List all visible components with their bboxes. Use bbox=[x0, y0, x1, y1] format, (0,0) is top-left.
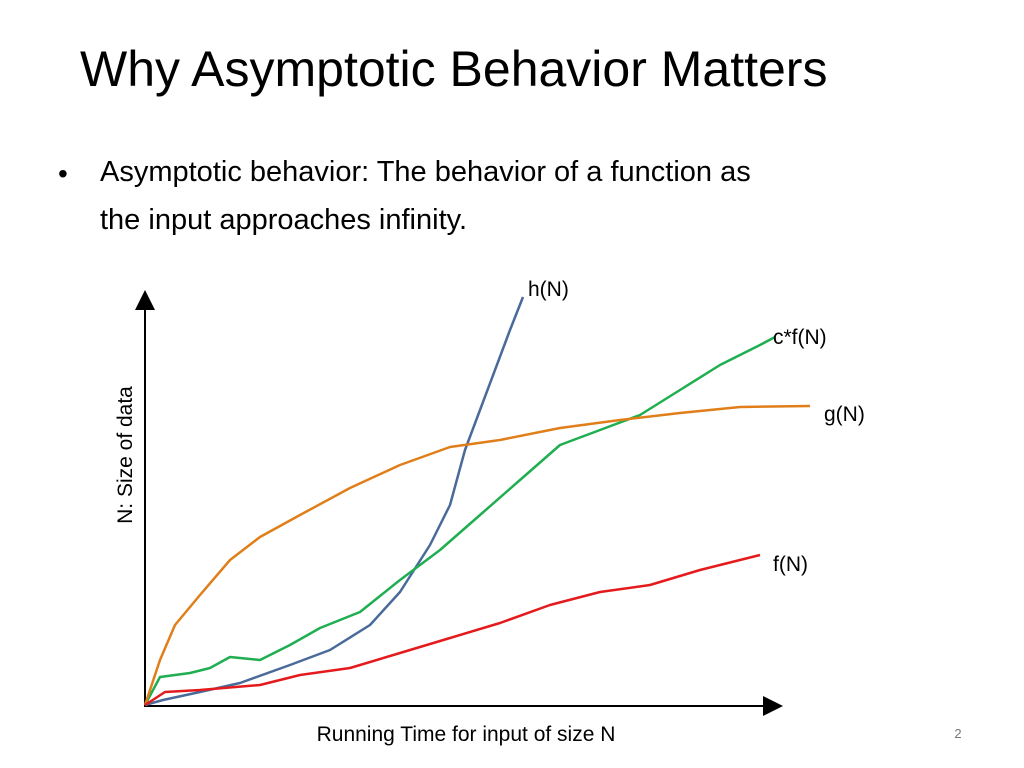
curve-f bbox=[144, 553, 761, 707]
y-axis-label: N: Size of data bbox=[114, 386, 137, 524]
bullet-text: the input approaches infinity. bbox=[100, 204, 468, 236]
bullet-text: Asymptotic behavior: The behavior of a f… bbox=[100, 156, 751, 188]
curve-label: f(N) bbox=[773, 553, 808, 576]
slide-title: Why Asymptotic Behavior Matters bbox=[80, 41, 828, 97]
curve-g bbox=[143, 404, 811, 706]
page-number: 2 bbox=[954, 726, 961, 741]
x-axis-label: Running Time for input of size N bbox=[317, 723, 616, 746]
curve-label: h(N) bbox=[528, 278, 569, 301]
curve-label: c*f(N) bbox=[773, 326, 827, 349]
curve-h bbox=[144, 296, 525, 707]
bullet-marker: • bbox=[58, 158, 68, 189]
curve-label: g(N) bbox=[824, 403, 865, 426]
curve-cf bbox=[143, 335, 776, 706]
